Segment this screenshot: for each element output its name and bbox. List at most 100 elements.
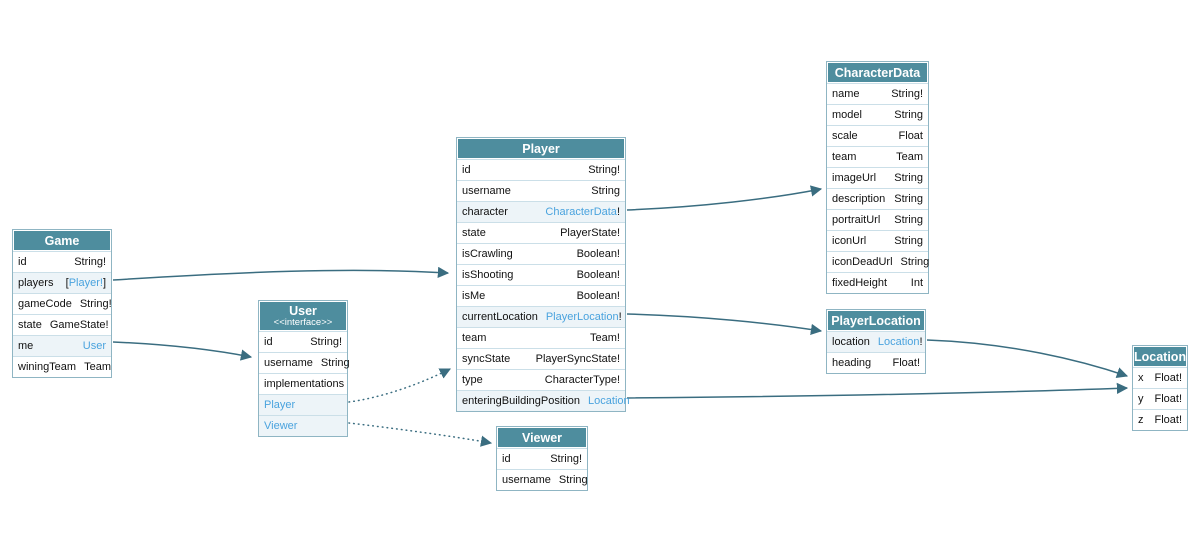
field-name: gameCode [18,298,72,310]
field-row-player-syncstate[interactable]: syncState PlayerSyncState! [457,348,625,369]
field-name: username [264,357,313,369]
type-table-playerlocation[interactable]: PlayerLocation location Location! heading Fl… [826,309,926,374]
type-text: PlayerState! [560,227,620,239]
field-row-viewer-username[interactable]: username String [497,469,588,490]
field-row-location-x[interactable]: x Float! [1133,367,1187,388]
field-row-characterdata-imageurl[interactable]: imageUrl String [827,167,928,188]
field-row-player-username[interactable]: username String [457,180,625,201]
table-header-playerlocation[interactable]: PlayerLocation [827,310,925,331]
type-text: String [894,214,923,226]
type-reference-link[interactable]: Location [588,395,630,407]
field-type: Team [84,361,111,373]
type-reference-link[interactable]: CharacterData [545,206,617,218]
field-row-characterdata-iconurl[interactable]: iconUrl String [827,230,928,251]
type-reference-link[interactable]: PlayerLocation [545,311,619,323]
field-row-user-viewer[interactable]: Viewer [259,415,347,436]
type-table-location[interactable]: Location x Float! y Float! z Float! [1132,345,1188,431]
type-text: String [894,172,923,184]
field-row-viewer-id[interactable]: id String! [497,448,587,469]
field-type: String [894,214,923,226]
field-row-player-currentlocation[interactable]: currentLocation PlayerLocation! [457,306,625,327]
field-row-characterdata-model[interactable]: model String [827,104,928,125]
field-row-player-team[interactable]: team Team! [457,327,625,348]
type-reference-link[interactable]: Location [877,336,920,348]
field-row-playerlocation-location[interactable]: location Location! [827,331,925,352]
implementation-link[interactable]: Viewer [264,420,298,432]
field-row-characterdata-team[interactable]: team Team [827,146,928,167]
table-title: PlayerLocation [831,313,921,328]
field-row-location-y[interactable]: y Float! [1133,388,1187,409]
field-row-characterdata-fixedheight[interactable]: fixedHeight Int [827,272,928,293]
field-row-player-state[interactable]: state PlayerState! [457,222,625,243]
field-row-playerlocation-heading[interactable]: heading Float! [827,352,925,373]
field-type: String [894,235,923,247]
field-row-characterdata-name[interactable]: name String! [827,83,928,104]
field-row-characterdata-description[interactable]: description String [827,188,928,209]
table-header-characterdata[interactable]: CharacterData [827,62,928,83]
field-type: Float [899,130,923,142]
type-reference-link[interactable]: User [82,340,106,352]
field-row-game-gamecode[interactable]: gameCode String! [13,293,112,314]
field-row-game-players[interactable]: players [Player!] [13,272,111,293]
type-reference-link[interactable]: Player! [68,277,103,289]
field-name: character [462,206,508,218]
edge-game-players-to-player [112,266,450,281]
field-row-game-me[interactable]: me User [13,335,111,356]
type-text: Boolean! [576,290,620,302]
table-header-user[interactable]: User <<interface>> [259,301,347,331]
table-title: CharacterData [834,65,921,80]
field-row-game-id[interactable]: id String! [13,251,111,272]
implementation-link[interactable]: Player [264,399,296,411]
type-table-viewer[interactable]: Viewer id String! username String [496,426,588,491]
field-row-game-winingteam[interactable]: winingTeam Team [13,356,111,377]
type-table-player[interactable]: Player id String! username String character Ch… [456,137,630,412]
type-table-characterdata[interactable]: CharacterData name String! model String scale… [826,61,929,294]
field-name: state [462,227,486,239]
field-row-player-enteringbuildingposition[interactable]: enteringBuildingPosition Location [457,390,630,411]
field-name: description [832,193,886,205]
field-row-characterdata-portraiturl[interactable]: portraitUrl String [827,209,928,230]
table-title: Location [1134,349,1187,364]
field-type: Boolean! [577,248,620,260]
field-row-location-z[interactable]: z Float! [1133,409,1187,430]
type-table-user[interactable]: User <<interface>> id String! username String… [258,300,350,437]
edge-playerlocation-location-to-location [926,339,1129,379]
field-row-player-iscrawling[interactable]: isCrawling Boolean! [457,243,625,264]
table-header-game[interactable]: Game [13,230,111,251]
field-type: Float! [892,357,920,369]
field-row-characterdata-icondeadurl[interactable]: iconDeadUrl String [827,251,929,272]
field-name: players [18,277,54,289]
field-row-game-state[interactable]: state GameState! [13,314,111,335]
field-type: Int [911,277,923,289]
field-name: id [462,164,471,176]
field-row-user-id[interactable]: id String! [259,331,347,352]
field-type: Location [588,395,630,407]
field-row-player-isme[interactable]: isMe Boolean! [457,285,625,306]
field-name: id [264,336,273,348]
field-row-player-character[interactable]: character CharacterData! [457,201,625,222]
field-row-user-player[interactable]: Player [259,394,347,415]
table-title: User [289,304,317,318]
field-row-characterdata-scale[interactable]: scale Float [827,125,928,146]
type-text: String [894,235,923,247]
type-table-game[interactable]: Game id String! players [Player!] gameCode Str… [12,229,112,378]
type-text: ] [102,277,106,289]
field-row-player-isshooting[interactable]: isShooting Boolean! [457,264,625,285]
field-name: team [462,332,487,344]
table-header-location[interactable]: Location [1133,346,1187,367]
table-header-player[interactable]: Player [457,138,625,159]
field-name: isCrawling [462,248,513,260]
field-type: String! [891,88,923,100]
field-row-user-username[interactable]: username String [259,352,350,373]
edge-player-currentlocation-to-playerlocation [626,313,823,335]
field-row-player-id[interactable]: id String! [457,159,625,180]
field-row-player-type[interactable]: type CharacterType! [457,369,625,390]
type-text: Float! [1154,393,1182,405]
field-name: username [462,185,511,197]
field-row-user-implementations[interactable]: implementations [259,373,347,394]
field-type: Boolean! [577,290,620,302]
table-header-viewer[interactable]: Viewer [497,427,587,448]
field-type: String! [588,164,620,176]
